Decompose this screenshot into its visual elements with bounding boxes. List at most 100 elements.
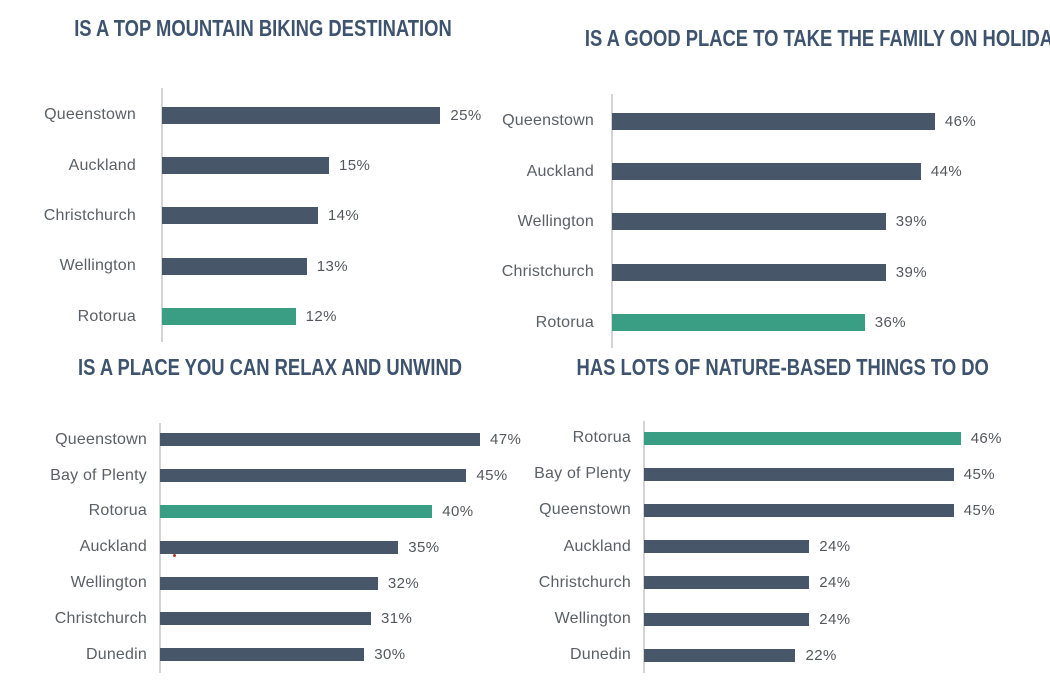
chart-title: HAS LOTS OF NATURE-BASED THINGS TO DO bbox=[525, 354, 1030, 380]
category-label: Dunedin bbox=[85, 645, 147, 663]
bar bbox=[644, 467, 954, 481]
bar-track: 24% bbox=[644, 538, 1002, 555]
bar bbox=[644, 612, 810, 626]
bar bbox=[612, 163, 921, 181]
value-label: 24% bbox=[819, 610, 851, 628]
chart-row: Rotorua 40% bbox=[0, 494, 514, 530]
category-label: Auckland bbox=[68, 156, 136, 174]
chart-title: IS A TOP MOUNTAIN BIKING DESTINATION bbox=[0, 15, 525, 41]
chart-row: Queenstown 46% bbox=[495, 96, 976, 146]
bar-track: 45% bbox=[644, 502, 1002, 519]
value-label: 25% bbox=[450, 106, 482, 124]
bar-highlighted bbox=[612, 314, 865, 332]
bar-track: 13% bbox=[162, 257, 496, 275]
bar-track: 40% bbox=[160, 503, 514, 520]
bar-track: 14% bbox=[162, 207, 496, 225]
chart-relax-unwind: IS A PLACE YOU CAN RELAX AND UNWIND Quee… bbox=[0, 350, 525, 699]
chart-title: IS A GOOD PLACE TO TAKE THE FAMILY ON HO… bbox=[525, 25, 1050, 51]
bar-track: 31% bbox=[160, 610, 514, 627]
bar-track: 39% bbox=[612, 213, 963, 231]
value-label: 13% bbox=[316, 257, 348, 275]
chart-mountain-biking: IS A TOP MOUNTAIN BIKING DESTINATION Que… bbox=[0, 0, 525, 350]
category-label: Christchurch bbox=[43, 206, 136, 224]
bar-highlighted bbox=[644, 431, 961, 445]
value-label: 46% bbox=[970, 429, 1002, 447]
chart-row: Rotorua 46% bbox=[525, 420, 1002, 456]
value-label: 22% bbox=[805, 646, 837, 664]
category-label: Auckland bbox=[526, 162, 594, 180]
bar bbox=[160, 612, 372, 626]
bar bbox=[160, 576, 378, 590]
bar bbox=[644, 648, 796, 662]
chart-row: Bay of Plenty 45% bbox=[525, 456, 1002, 492]
category-label: Bay of Plenty bbox=[50, 466, 147, 484]
bar-track: 25% bbox=[162, 106, 496, 124]
chart-title: IS A PLACE YOU CAN RELAX AND UNWIND bbox=[15, 354, 525, 380]
value-label: 39% bbox=[895, 213, 927, 231]
value-label: 45% bbox=[476, 467, 508, 485]
category-label: Auckland bbox=[563, 537, 631, 555]
chart-row: Wellington 24% bbox=[525, 601, 1002, 637]
value-label: 45% bbox=[963, 501, 996, 519]
category-label: Christchurch bbox=[501, 263, 594, 281]
bar-track: 24% bbox=[644, 574, 1002, 591]
category-label: Rotorua bbox=[88, 502, 147, 520]
value-label: 30% bbox=[374, 646, 406, 664]
category-label: Bay of Plenty bbox=[534, 465, 631, 483]
value-label: 31% bbox=[381, 610, 413, 628]
value-label: 35% bbox=[408, 538, 440, 556]
value-label: 44% bbox=[930, 163, 963, 181]
bar bbox=[162, 157, 329, 175]
bar bbox=[612, 112, 935, 130]
chart-row: Auckland 15% bbox=[0, 140, 496, 190]
category-label: Wellington bbox=[554, 610, 631, 628]
chart-row: Queenstown 25% bbox=[0, 90, 496, 140]
category-label: Auckland bbox=[79, 538, 147, 556]
value-label: 47% bbox=[489, 431, 522, 449]
chart-nature-things: HAS LOTS OF NATURE-BASED THINGS TO DO Ro… bbox=[525, 350, 1050, 699]
bar-track: 46% bbox=[612, 112, 976, 130]
bar-track: 35% bbox=[160, 539, 514, 556]
value-label: 40% bbox=[442, 502, 474, 520]
bar-track: 46% bbox=[644, 430, 1002, 447]
category-label: Queenstown bbox=[502, 112, 594, 130]
bars-area: Queenstown 47% Bay of Plenty 45% Rotorua 40% A… bbox=[0, 422, 521, 673]
chart-row: Christchurch 14% bbox=[0, 191, 496, 241]
category-label: Queenstown bbox=[55, 430, 147, 448]
chart-row: Queenstown 47% bbox=[0, 422, 521, 458]
category-label: Rotorua bbox=[572, 429, 631, 447]
bar-highlighted bbox=[162, 308, 296, 326]
bar-track: 22% bbox=[644, 647, 1002, 664]
bar bbox=[612, 213, 886, 231]
value-label: 15% bbox=[339, 157, 371, 175]
category-label: Wellington bbox=[59, 257, 136, 275]
bar bbox=[162, 257, 307, 275]
bar bbox=[160, 648, 365, 662]
bar-track: 30% bbox=[160, 646, 514, 663]
value-label: 39% bbox=[895, 263, 927, 281]
value-label: 36% bbox=[874, 314, 906, 332]
chart-row: Auckland 24% bbox=[525, 529, 1002, 565]
bar bbox=[160, 540, 399, 554]
chart-row: Dunedin 22% bbox=[525, 637, 1002, 673]
chart-row: Wellington 13% bbox=[0, 241, 496, 291]
bar-track: 47% bbox=[160, 431, 521, 448]
bar-track: 39% bbox=[612, 263, 963, 281]
chart-row: Wellington 32% bbox=[0, 565, 514, 601]
bar-track: 32% bbox=[160, 575, 514, 592]
bar-highlighted bbox=[160, 504, 433, 518]
stray-mark bbox=[173, 554, 176, 557]
bar-track: 45% bbox=[644, 466, 1002, 483]
chart-row: Christchurch 39% bbox=[495, 247, 963, 297]
value-label: 32% bbox=[387, 574, 420, 592]
chart-title-text: IS A GOOD PLACE TO TAKE THE FAMILY ON HO… bbox=[584, 25, 1050, 51]
chart-row: Auckland 44% bbox=[495, 146, 963, 196]
chart-row: Queenstown 45% bbox=[525, 492, 1002, 528]
bar-track: 45% bbox=[160, 467, 514, 484]
chart-family-holiday: IS A GOOD PLACE TO TAKE THE FAMILY ON HO… bbox=[502, 0, 1050, 350]
chart-title-text: IS A PLACE YOU CAN RELAX AND UNWIND bbox=[77, 354, 463, 380]
value-label: 24% bbox=[819, 538, 851, 556]
chart-title-text: IS A TOP MOUNTAIN BIKING DESTINATION bbox=[73, 15, 452, 41]
chart-row: Wellington 39% bbox=[495, 197, 963, 247]
